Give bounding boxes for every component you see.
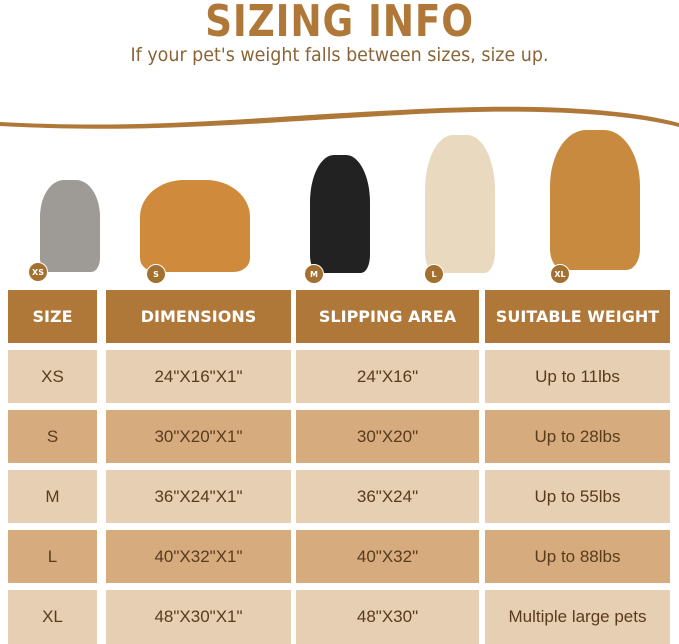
- table-cell: 36"X24"X1": [106, 470, 291, 523]
- table-cell: 48"X30"X1": [106, 590, 291, 644]
- wave-divider: [0, 106, 679, 129]
- table-cell: Up to 28lbs: [485, 410, 670, 463]
- size-badge: S: [146, 264, 166, 284]
- size-badge: M: [304, 264, 324, 284]
- size-badge: XL: [550, 264, 570, 284]
- column-header: SLIPPING AREA: [296, 290, 479, 343]
- column-header: SUITABLE WEIGHT: [485, 290, 670, 343]
- corgi-image: [140, 180, 250, 272]
- table-cell: 30"X20"X1": [106, 410, 291, 463]
- table-cell: 40"X32": [296, 530, 479, 583]
- labrador-image: [425, 135, 495, 273]
- table-cell: 30"X20": [296, 410, 479, 463]
- size-badge: L: [424, 264, 444, 284]
- table-cell: Multiple large pets: [485, 590, 670, 644]
- table-cell: M: [8, 470, 97, 523]
- page-title: SIZING INFO: [205, 0, 474, 47]
- subtitle: If your pet's weight falls between sizes…: [130, 44, 549, 66]
- golden-retriever-image: [550, 130, 640, 270]
- table-cell: S: [8, 410, 97, 463]
- table-cell: 40"X32"X1": [106, 530, 291, 583]
- cat-image: [40, 180, 100, 272]
- column-header: DIMENSIONS: [106, 290, 291, 343]
- border-collie-image: [310, 155, 370, 273]
- table-cell: XL: [8, 590, 97, 644]
- table-cell: 48"X30": [296, 590, 479, 644]
- size-badge: XS: [28, 262, 48, 282]
- table-cell: 24"X16"X1": [106, 350, 291, 403]
- column-header: SIZE: [8, 290, 97, 343]
- table-cell: L: [8, 530, 97, 583]
- table-cell: 36"X24": [296, 470, 479, 523]
- table-cell: Up to 55lbs: [485, 470, 670, 523]
- table-cell: XS: [8, 350, 97, 403]
- table-cell: 24"X16": [296, 350, 479, 403]
- table-cell: Up to 88lbs: [485, 530, 670, 583]
- table-cell: Up to 11lbs: [485, 350, 670, 403]
